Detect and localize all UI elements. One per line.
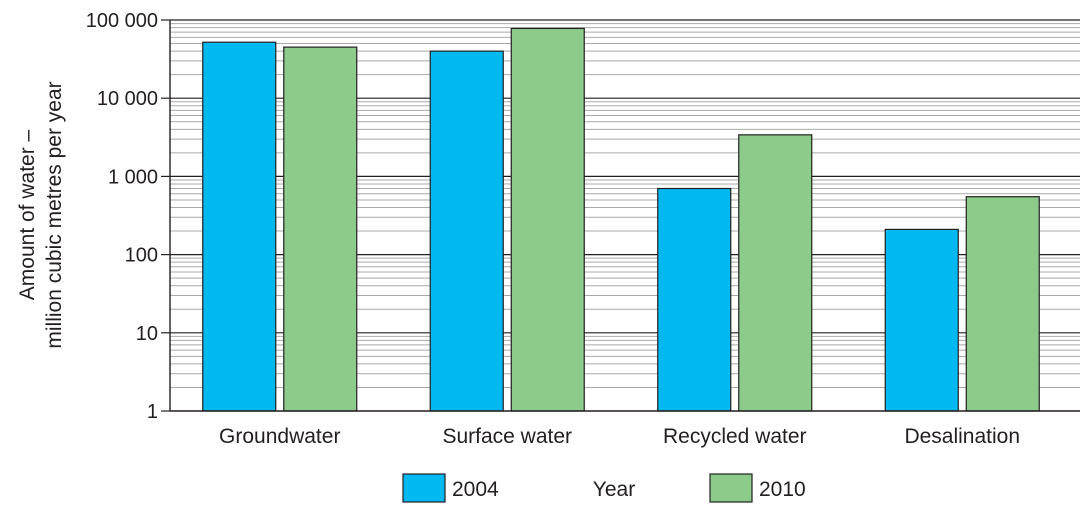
y-axis-title-line: million cubic metres per year bbox=[43, 81, 66, 348]
x-category-label: Desalination bbox=[904, 425, 1020, 448]
legend: 2004 Year 2010 bbox=[402, 473, 806, 503]
legend-label-2010: 2010 bbox=[759, 478, 806, 501]
y-tick-label: 10 bbox=[136, 323, 158, 345]
y-tick-label: 1 bbox=[147, 401, 158, 423]
y-tick-label: 10 000 bbox=[97, 88, 158, 110]
bars bbox=[202, 27, 1040, 412]
legend-label-2004: 2004 bbox=[452, 478, 499, 501]
bar-2004-surface-water bbox=[429, 50, 504, 412]
bar-2010-recycled-water bbox=[738, 134, 813, 412]
bar-2010-groundwater bbox=[283, 46, 358, 412]
y-axis-title-line: Amount of water – bbox=[16, 129, 39, 300]
legend-title: Year bbox=[593, 478, 635, 501]
labels: 1 10 100 1 000 10 000 100 000 Groundwater Surfa… bbox=[16, 10, 1020, 448]
y-tick-label: 1 000 bbox=[108, 166, 158, 188]
y-tick-label: 100 000 bbox=[86, 10, 158, 32]
y-tick-label: 100 bbox=[125, 245, 158, 267]
bar-2004-desalination bbox=[884, 228, 959, 412]
bar-2004-groundwater bbox=[202, 41, 277, 412]
x-category-label: Groundwater bbox=[219, 425, 340, 448]
axes bbox=[161, 19, 1080, 412]
legend-swatch-2010 bbox=[709, 473, 753, 503]
legend-swatch-2004 bbox=[402, 473, 446, 503]
x-category-label: Surface water bbox=[442, 425, 572, 448]
bar-2010-desalination bbox=[965, 196, 1040, 412]
y-axis-title: Amount of water – million cubic metres pe… bbox=[16, 81, 66, 348]
x-category-label: Recycled water bbox=[663, 425, 807, 448]
bar-2010-surface-water bbox=[510, 27, 585, 412]
bar-2004-recycled-water bbox=[657, 187, 732, 412]
